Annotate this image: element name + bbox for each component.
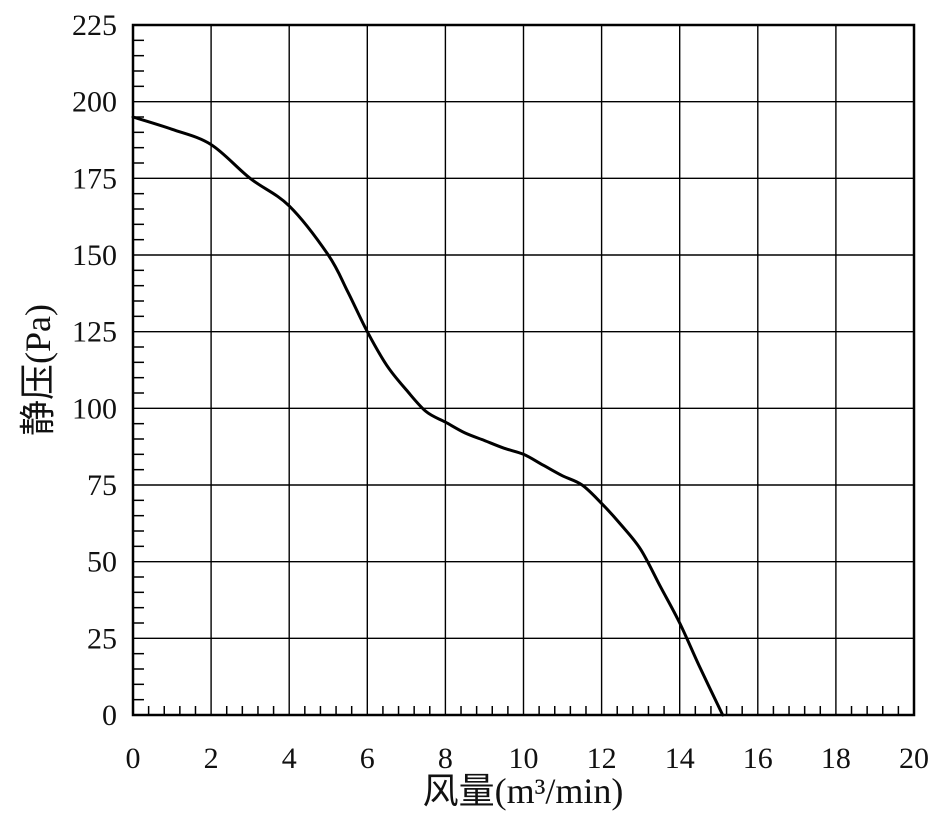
y-tick-label: 75 — [87, 469, 117, 502]
y-tick-label: 25 — [87, 622, 117, 655]
x-tick-label: 8 — [438, 742, 453, 775]
x-tick-label: 12 — [587, 742, 617, 775]
y-axis-title: 静压(Pa) — [18, 304, 58, 436]
y-tick-label: 0 — [102, 699, 117, 732]
x-axis-title: 风量(m³/min) — [423, 771, 624, 811]
x-tick-label: 0 — [126, 742, 141, 775]
y-tick-label: 125 — [72, 316, 117, 349]
y-tick-label: 150 — [72, 239, 117, 272]
x-tick-label: 2 — [204, 742, 219, 775]
y-tick-label: 175 — [72, 162, 117, 195]
y-tick-label: 200 — [72, 86, 117, 119]
grid-layer — [132, 24, 915, 716]
x-tick-label: 20 — [899, 742, 929, 775]
x-tick-label: 6 — [360, 742, 375, 775]
y-tick-label: 100 — [72, 392, 117, 425]
x-tick-label: 14 — [665, 742, 695, 775]
curve-path — [131, 115, 725, 717]
pressure-curve — [131, 115, 725, 717]
x-tick-labels: 0 2 4 6 8 10 12 14 16 18 20 — [126, 742, 930, 775]
x-tick-label: 10 — [509, 742, 539, 775]
y-tick-label: 225 — [72, 9, 117, 42]
y-tick-labels: 0 25 50 75 100 125 150 175 200 225 — [72, 9, 117, 732]
plot-frame — [131, 23, 916, 717]
x-tick-label: 4 — [282, 742, 297, 775]
x-tick-label: 16 — [743, 742, 773, 775]
x-tick-label: 18 — [821, 742, 851, 775]
y-tick-label: 50 — [87, 546, 117, 579]
minor-tick-layer — [133, 39, 900, 715]
